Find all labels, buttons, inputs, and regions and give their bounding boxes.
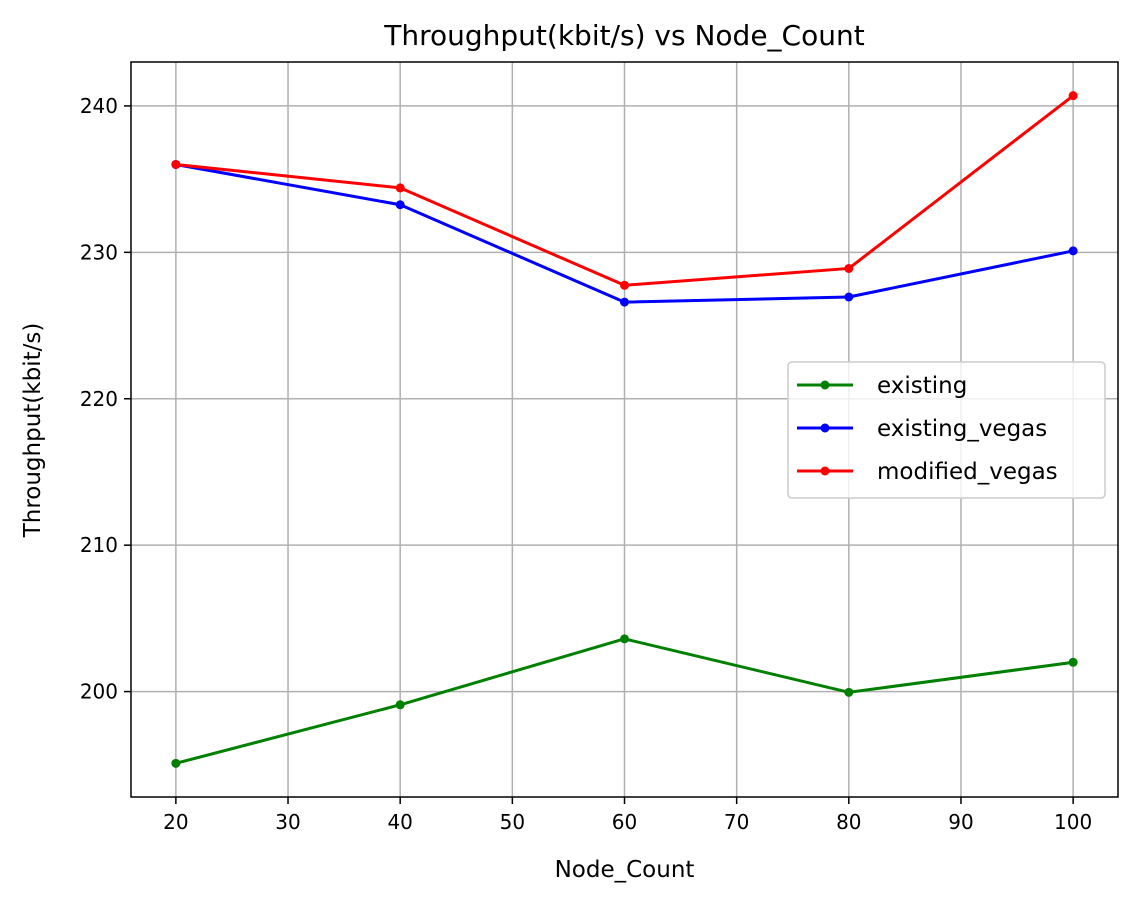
legend-marker xyxy=(820,466,830,476)
x-tick-label: 80 xyxy=(836,810,861,834)
x-tick-label: 90 xyxy=(948,810,973,834)
legend: existing existing_vegas modified_vegas xyxy=(787,361,1106,499)
data-point xyxy=(395,183,405,193)
y-axis-label: Throughput(kbit/s) xyxy=(20,323,46,539)
y-tick-label: 220 xyxy=(80,387,118,411)
data-point xyxy=(620,634,629,644)
legend-marker xyxy=(820,380,830,390)
data-point xyxy=(1068,246,1078,256)
x-tick-label: 60 xyxy=(612,810,637,834)
legend-item-existing-vegas: existing_vegas xyxy=(797,416,1047,442)
data-point xyxy=(620,297,629,307)
legend-box xyxy=(787,361,1106,499)
x-tick-label: 50 xyxy=(500,810,525,834)
legend-item-existing: existing xyxy=(797,373,967,399)
x-tick-label: 20 xyxy=(163,810,188,834)
x-tick-label: 70 xyxy=(724,810,749,834)
y-tick-label: 240 xyxy=(80,94,118,118)
ticks: 20 30 40 50 60 70 80 90 100 200 210 220 230 240 xyxy=(80,94,1092,834)
x-axis-label: Node_Count xyxy=(555,857,695,883)
legend-marker xyxy=(820,423,830,433)
data-point xyxy=(844,263,854,273)
series-modified-vegas xyxy=(171,91,1078,290)
legend-label: existing_vegas xyxy=(877,416,1047,442)
x-tick-label: 40 xyxy=(387,810,412,834)
data-point xyxy=(171,159,181,169)
legend-label: existing xyxy=(877,373,967,399)
x-tick-label: 30 xyxy=(275,810,300,834)
data-point xyxy=(844,292,854,302)
y-tick-label: 210 xyxy=(80,533,118,557)
data-point xyxy=(620,280,629,290)
data-point xyxy=(844,687,854,697)
chart-title: Throughput(kbit/s) vs Node_Count xyxy=(383,19,864,52)
y-tick-label: 200 xyxy=(80,680,118,704)
data-point xyxy=(395,200,405,210)
y-tick-label: 230 xyxy=(80,240,118,264)
legend-label: modified_vegas xyxy=(877,459,1058,485)
data-point xyxy=(1068,91,1078,101)
x-tick-label: 100 xyxy=(1054,810,1092,834)
series-existing xyxy=(171,634,1078,768)
data-point xyxy=(171,758,181,768)
data-point xyxy=(395,700,405,710)
legend-item-modified-vegas: modified_vegas xyxy=(797,459,1058,485)
series-layer xyxy=(171,91,1078,768)
data-point xyxy=(1068,657,1078,667)
